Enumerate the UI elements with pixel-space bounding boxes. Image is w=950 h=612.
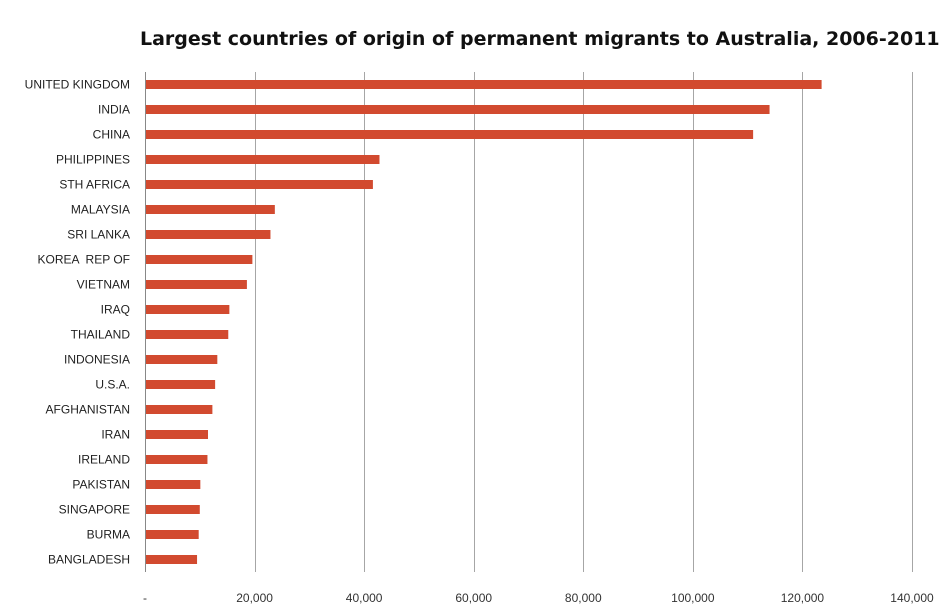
bar [146,255,253,264]
category-label: IRAQ [101,303,130,317]
x-tick-label: 100,000 [671,591,715,605]
category-label: CHINA [93,128,130,142]
x-tick-label: 40,000 [346,591,383,605]
category-label: UNITED KINGDOM [25,78,130,92]
bar [146,555,198,564]
bar [146,505,200,514]
category-label: U.S.A. [95,378,130,392]
bar [146,280,247,289]
category-label: IRELAND [78,453,130,467]
category-label: IRAN [101,428,130,442]
category-label: BURMA [87,528,130,542]
gridlines [145,72,913,572]
category-label: BANGLADESH [48,553,130,567]
bar [146,205,275,214]
bar [146,230,271,239]
bar [146,530,199,539]
category-label: INDIA [98,103,130,117]
category-label: STH AFRICA [59,178,130,192]
bar [146,305,230,314]
bar [146,380,216,389]
x-tick-label: 60,000 [455,591,492,605]
category-label: KOREA REP OF [38,253,130,267]
bar [146,355,218,364]
category-label: VIETNAM [77,278,130,292]
bar [146,430,209,439]
x-tick-label: 140,000 [890,591,934,605]
bar [146,480,201,489]
x-tick-labels: - 20,000 40,000 60,000 80,000 100,000 120,000 1… [143,591,934,605]
category-label: SINGAPORE [59,503,130,517]
chart-title: Largest countries of origin of permanent… [140,28,940,50]
bar [146,105,770,114]
category-label: PHILIPPINES [56,153,130,167]
category-label: THAILAND [71,328,131,342]
bar [146,405,213,414]
category-label: AFGHANISTAN [46,403,130,417]
x-tick-label: 20,000 [236,591,273,605]
x-tick-label: 120,000 [781,591,825,605]
x-tick-label: 80,000 [565,591,602,605]
bar [146,155,380,164]
bars [146,80,822,564]
category-label: PAKISTAN [72,478,130,492]
bar [146,180,373,189]
category-label: INDONESIA [64,353,130,367]
category-label: SRI LANKA [67,228,130,242]
category-labels: UNITED KINGDOM INDIA CHINA PHILIPPINES STH A… [25,78,131,567]
bar [146,455,208,464]
category-label: MALAYSIA [71,203,130,217]
bar [146,80,822,89]
bar [146,130,754,139]
bar [146,330,229,339]
x-tick-label: - [143,591,147,605]
